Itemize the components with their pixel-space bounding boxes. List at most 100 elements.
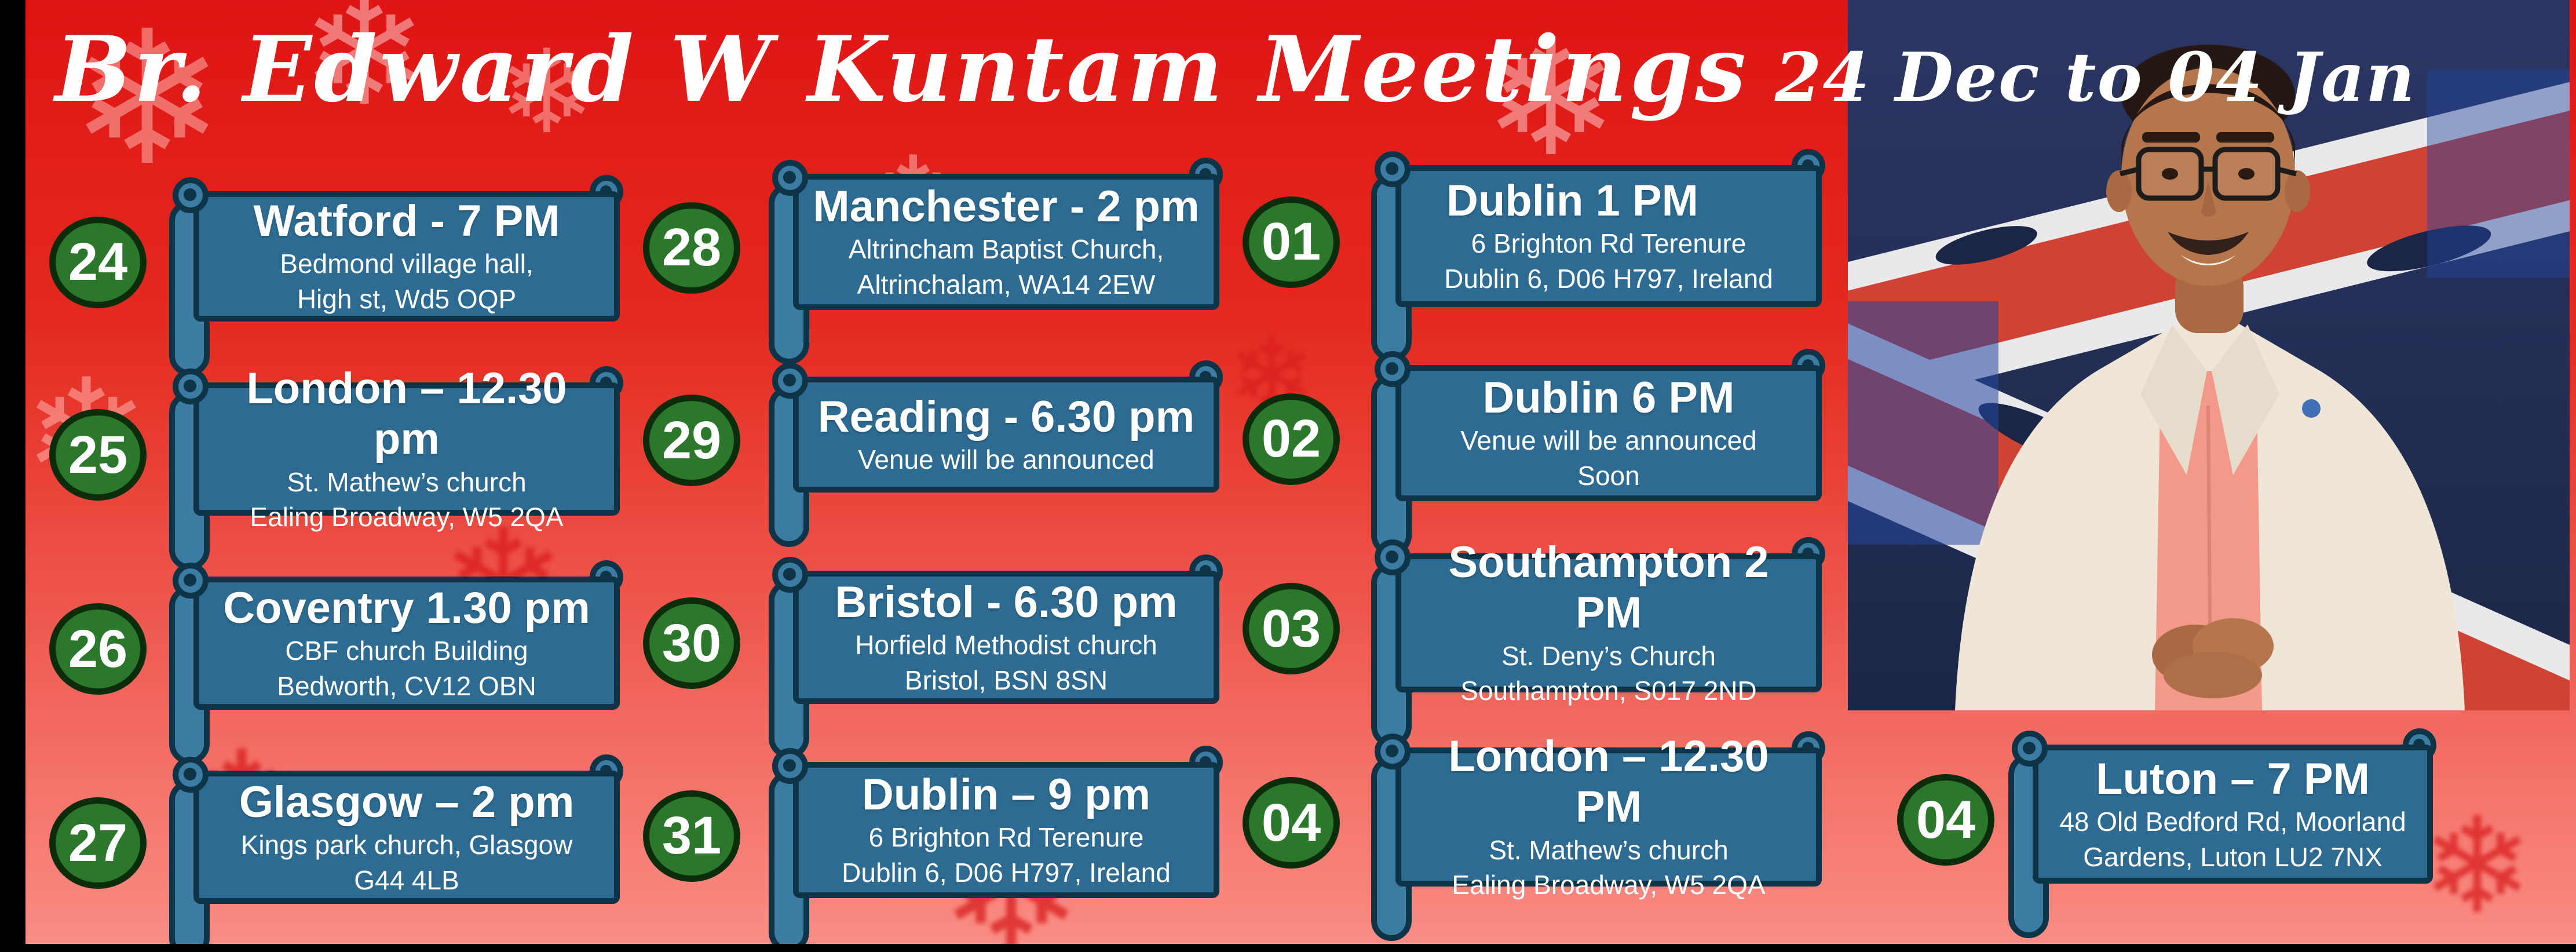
date-badge: 04 [1897,774,1994,866]
event-dublin-02: 02 Dublin 6 PM Venue will be announced S… [1243,349,1825,556]
event-address-line: Ealing Broadway, W5 2QA [1452,870,1766,900]
event-heading: Luton – 7 PM [2096,754,2370,804]
snowflake-icon: ❄ [1483,8,1619,189]
event-reading: 29 Reading - 6.30 pm Venue will be annou… [643,360,1223,547]
event-address-line: 48 Old Bedford Rd, Moorland [2059,806,2406,837]
poster-title: Br. Edward W Kuntam Meetings 24 Dec to 0… [55,16,2416,122]
scroll-banner: London – 12.30 PM St. Mathew’s church Ea… [1371,731,1825,941]
scroll-banner: Manchester - 2 pm Altrincham Baptist Chu… [769,158,1223,364]
date-badge: 25 [49,409,147,501]
snowflake-icon: ❄ [70,0,225,202]
date-badge: 04 [1243,777,1340,869]
scroll-banner: Bristol - 6.30 pm Horfield Methodist chu… [769,555,1223,758]
event-address-line: Bedmond village hall, [280,249,534,279]
event-southampton: 03 Southampton 2 PM St. Deny’s Church So… [1243,537,1825,747]
date-badge: 27 [49,797,147,889]
event-address-line: Dublin 6, D06 H797, Ireland [1444,264,1773,294]
event-address-line: G44 4LB [354,865,459,895]
scroll-banner: Glasgow – 2 pm Kings park church, Glasgo… [169,754,623,952]
date-badge: 26 [49,603,147,695]
event-heading: Dublin – 9 pm [861,770,1151,820]
date-badge: 03 [1243,583,1340,674]
event-heading: London – 12.30 pm [246,363,567,464]
event-heading: Southampton 2 PM [1448,537,1769,638]
scroll-curl-icon [2012,731,2048,767]
event-london-25: 25 London – 12.30 pm St. Mathew’s church… [49,364,623,570]
poster-title-dates: 24 Dec to 04 Jan [1774,38,2416,117]
event-address-line: Horfield Methodist church [855,629,1157,660]
event-address-line: High st, Wd5 OQP [297,284,517,315]
event-heading: Bristol - 6.30 pm [835,577,1178,627]
event-watford: 24 Watford - 7 PM Bedmond village hall, … [49,175,623,376]
event-coventry: 26 Coventry 1.30 pm CBF church Building … [49,560,623,764]
date-badge: 28 [643,202,740,294]
date-badge: 01 [1243,196,1340,288]
scroll-curl-icon [173,757,209,793]
event-heading: Coventry 1.30 pm [223,583,590,633]
scroll-curl-icon [772,363,808,399]
event-address-line: St. Mathew’s church [1489,834,1729,865]
poster-title-text: Br. Edward W Kuntam Meetings [55,16,1749,122]
event-address-line: Altrincham Baptist Church, [848,234,1164,265]
event-address-line: Gardens, Luton LU2 7NX [2083,841,2383,872]
event-address-line: Bedworth, CV12 OBN [277,670,536,701]
event-address-line: 6 Brighton Rd Terenure [868,822,1144,853]
event-luton: 04 Luton – 7 PM 48 Old Bedford Rd, Moorl… [1897,728,2436,938]
scroll-curl-icon [772,557,808,593]
event-address-line: Bristol, BSN 8SN [904,665,1108,695]
scroll-banner: Luton – 7 PM 48 Old Bedford Rd, Moorland… [2008,728,2436,938]
event-heading: Manchester - 2 pm [813,182,1200,232]
date-badge: 02 [1243,393,1340,485]
event-address-line: Venue will be announced [1460,425,1757,456]
left-black-strip [0,0,25,952]
date-badge: 31 [643,790,740,882]
scroll-banner: Coventry 1.30 pm CBF church Building Bed… [169,560,623,764]
scroll-curl-icon [772,748,808,784]
scroll-banner: London – 12.30 pm St. Mathew’s church Ea… [169,364,623,570]
event-heading: Reading - 6.30 pm [817,392,1195,442]
scroll-curl-icon [173,177,209,213]
scroll-banner: Dublin 1 PM 6 Brighton Rd Terenure Dubli… [1371,149,1825,362]
bottom-black-bar [0,944,2576,952]
event-address-line: 6 Brighton Rd Terenure [1471,228,1746,259]
event-heading: Dublin 6 PM [1482,373,1735,423]
event-address-line: Venue will be announced [858,444,1154,475]
event-address-line: Dublin 6, D06 H797, Ireland [842,858,1171,888]
event-address-line: CBF church Building [285,635,528,666]
scroll-curl-icon [1375,151,1411,187]
snowflake-icon: ❄ [301,0,427,136]
event-address-line: Altrinchalam, WA14 2EW [857,269,1156,300]
event-address-line: Southampton, S017 2ND [1460,676,1757,706]
event-address-line: Kings park church, Glasgow [240,829,573,860]
event-heading: Glasgow – 2 pm [239,777,575,827]
event-glasgow: 27 Glasgow – 2 pm Kings park church, Gla… [49,754,623,952]
event-heading: Dublin 1 PM [1446,176,1698,226]
event-heading: Watford - 7 PM [253,196,560,246]
scroll-curl-icon [173,563,209,599]
event-manchester: 28 Manchester - 2 pm Altrincham Baptist … [643,158,1223,364]
scroll-curl-icon [1375,539,1411,575]
scroll-banner: Reading - 6.30 pm Venue will be announce… [769,360,1223,547]
scroll-banner: Dublin – 9 pm 6 Brighton Rd Terenure Dub… [769,746,1223,952]
scroll-curl-icon [1375,351,1411,387]
scroll-curl-icon [173,369,209,404]
event-bristol: 30 Bristol - 6.30 pm Horfield Methodist … [643,555,1223,758]
speaker-photo [1848,0,2570,710]
event-heading: London – 12.30 PM [1448,731,1769,832]
scroll-curl-icon [1375,734,1411,769]
event-dublin-01: 01 Dublin 1 PM 6 Brighton Rd Terenure Du… [1243,149,1825,362]
snowflake-icon: ❄ [2421,791,2533,940]
event-address-line: St. Mathew’s church [287,466,527,497]
snowflake-icon: ❄ [498,28,595,157]
date-badge: 30 [643,597,740,689]
scroll-banner: Southampton 2 PM St. Deny’s Church South… [1371,537,1825,747]
scroll-banner: Dublin 6 PM Venue will be announced Soon [1371,349,1825,556]
event-address-line: Ealing Broadway, W5 2QA [250,502,564,532]
scroll-curl-icon [772,160,808,196]
event-address-line: Soon [1577,461,1640,491]
event-address-line: St. Deny’s Church [1501,640,1716,671]
scroll-banner: Watford - 7 PM Bedmond village hall, Hig… [169,175,623,376]
event-dublin-31: 31 Dublin – 9 pm 6 Brighton Rd Terenure … [643,746,1223,952]
event-london-04: 04 London – 12.30 PM St. Mathew’s church… [1243,731,1825,941]
